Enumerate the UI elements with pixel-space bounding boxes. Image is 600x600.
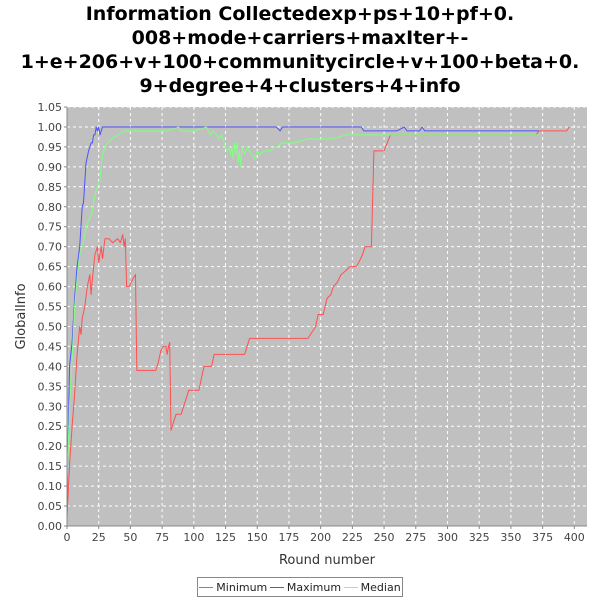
y-tick-label: 0.90 bbox=[38, 161, 63, 174]
y-tick-label: 0.45 bbox=[38, 340, 63, 353]
legend-item-minimum: Minimum bbox=[199, 581, 267, 594]
x-tick-label: 275 bbox=[405, 531, 426, 544]
y-tick-label: 0.65 bbox=[38, 261, 63, 274]
y-tick-label: 0.50 bbox=[38, 320, 63, 333]
series-layer bbox=[66, 126, 570, 519]
y-tick-label: 0.60 bbox=[38, 281, 63, 294]
y-tick-label: 0.40 bbox=[38, 360, 63, 373]
y-tick-label: 0.55 bbox=[38, 301, 63, 314]
x-tick-label: 350 bbox=[500, 531, 521, 544]
y-tick-label: 0.70 bbox=[38, 241, 63, 254]
y-tick-label: 0.75 bbox=[38, 221, 63, 234]
x-tick-label: 200 bbox=[310, 531, 331, 544]
y-tick-label: 0.95 bbox=[38, 141, 63, 154]
legend-swatch-minimum bbox=[199, 586, 214, 588]
chart-title-line-3: 1+e+206+v+100+communitycircle+v+100+beta… bbox=[20, 51, 580, 73]
x-tick-label: 75 bbox=[155, 531, 169, 544]
x-tick-label: 175 bbox=[278, 531, 299, 544]
y-tick-label: 0.30 bbox=[38, 400, 63, 413]
legend-swatch-median bbox=[343, 586, 358, 588]
y-tick-label: 0.10 bbox=[38, 480, 63, 493]
y-tick-label: 1.05 bbox=[38, 101, 63, 114]
chart-title-line-4: 9+degree+4+clusters+4+info bbox=[139, 75, 461, 97]
series-line-minimum bbox=[66, 126, 570, 519]
y-tick-label: 0.80 bbox=[38, 201, 63, 214]
y-tick-label: 0.35 bbox=[38, 380, 63, 393]
x-tick-label: 25 bbox=[92, 531, 106, 544]
x-tick-label: 100 bbox=[183, 531, 204, 544]
chart-title-line-1: Information Collectedexp+ps+10+pf+0. bbox=[85, 3, 515, 25]
legend-item-maximum: Maximum bbox=[269, 580, 342, 594]
plot-area bbox=[67, 107, 587, 526]
chart-title-line-2: 008+mode+carriers+maxIter+- bbox=[131, 27, 469, 49]
x-tick-label: 375 bbox=[532, 531, 553, 544]
y-tick-label: 0.20 bbox=[38, 440, 63, 453]
y-tick-label: 0.05 bbox=[38, 500, 63, 513]
x-tick-label: 150 bbox=[247, 531, 268, 544]
y-tick-label: 0.15 bbox=[38, 460, 63, 473]
axes: 0.00 0.05 0.10 0.15 0.20 0.25 0.30 0.35 0.40 0.45… bbox=[38, 101, 587, 544]
x-tick-label: 225 bbox=[342, 531, 363, 544]
legend-item-median: Median bbox=[343, 580, 401, 594]
x-tick-label: 125 bbox=[215, 531, 236, 544]
y-tick-label: 0.85 bbox=[38, 181, 63, 194]
legend-label-median: Median bbox=[360, 580, 401, 594]
legend-swatch-maximum bbox=[269, 586, 284, 588]
y-axis-title: GlobalInfo bbox=[14, 283, 29, 349]
x-tick-label: 250 bbox=[374, 531, 395, 544]
x-tick-label: 300 bbox=[437, 531, 458, 544]
x-tick-label: 325 bbox=[469, 531, 490, 544]
series-line-median bbox=[66, 126, 539, 487]
x-tick-label: 50 bbox=[123, 531, 137, 544]
y-tick-label: 0.00 bbox=[38, 520, 63, 533]
y-tick-label: 1.00 bbox=[38, 121, 63, 134]
y-tick-label: 0.25 bbox=[38, 420, 63, 433]
x-tick-label: 0 bbox=[64, 531, 71, 544]
x-tick-label: 400 bbox=[564, 531, 585, 544]
x-axis-title: Round number bbox=[279, 553, 376, 568]
legend-label-minimum: Minimum bbox=[216, 580, 268, 594]
legend: Minimum Maximum Median bbox=[197, 577, 403, 597]
legend-label-maximum: Maximum bbox=[286, 580, 342, 594]
series-line-maximum bbox=[66, 126, 539, 507]
